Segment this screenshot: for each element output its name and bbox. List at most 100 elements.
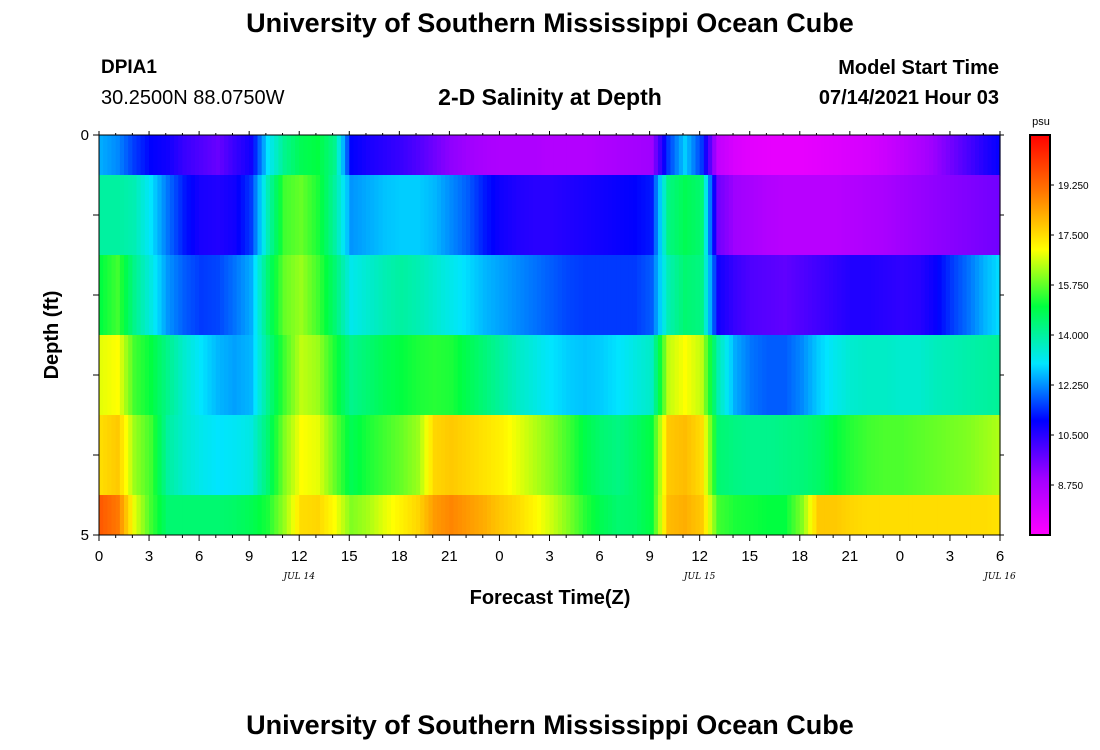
heat-cell-layer-4-4-0: [165, 335, 171, 416]
heat-cell-layer-4-19-2: [424, 335, 430, 416]
x-date-label: JUL 16: [982, 572, 1016, 582]
heat-cell-layer-3-27-1: [553, 255, 559, 336]
heat-cell-layer-4-13-3: [328, 335, 334, 416]
heat-cell-layer-4-36-3: [712, 335, 717, 416]
heat-cell-layer-5-14-3: [345, 415, 350, 496]
heat-cell-layer-2-32-2: [641, 175, 647, 256]
heat-cell-layer-5-23-0: [482, 415, 488, 496]
heat-cell-layer-2-15-2: [357, 175, 363, 256]
heat-cell-layer-6-30-0: [599, 495, 605, 536]
heat-cell-layer-5-49-0: [916, 415, 922, 496]
heat-cell-layer-2-42-0: [799, 175, 805, 256]
heat-cell-layer-6-8-0: [232, 495, 238, 536]
heat-cell-layer-6-23-1: [486, 495, 492, 536]
heat-cell-layer-3-5-1: [186, 255, 192, 336]
heat-cell-layer-5-5-2: [190, 415, 196, 496]
heat-cell-layer-6-53-0: [983, 495, 989, 536]
heat-cell-layer-1-10-3: [278, 135, 284, 176]
heat-cell-layer-4-10-2: [274, 335, 279, 416]
heat-cell-layer-1-2-2: [140, 135, 146, 176]
heat-cell-layer-5-22-3: [478, 415, 484, 496]
bottom-title: University of Southern Mississippi Ocean…: [246, 710, 854, 740]
heat-cell-layer-5-28-0: [566, 415, 571, 496]
heat-cell-layer-2-13-2: [324, 175, 330, 256]
heat-cell-layer-2-50-0: [933, 175, 939, 256]
heat-cell-layer-5-33-3: [662, 415, 667, 496]
heat-cell-layer-5-31-1: [620, 415, 626, 496]
heat-cell-layer-4-53-0: [983, 335, 989, 416]
heat-cell-layer-1-31-0: [616, 135, 622, 176]
heat-cell-layer-3-8-1: [236, 255, 242, 336]
heat-cell-layer-3-5-3: [194, 255, 200, 336]
heat-cell-layer-6-31-3: [628, 495, 634, 536]
heat-cell-layer-6-4-0: [165, 495, 171, 536]
heat-cell-layer-2-20-1: [436, 175, 442, 256]
heat-cell-layer-2-15-3: [361, 175, 367, 256]
heat-cell-layer-5-21-2: [457, 415, 463, 496]
heat-cell-layer-2-28-0: [566, 175, 571, 256]
heat-cell-layer-1-8-3: [245, 135, 250, 176]
heat-cell-layer-3-13-2: [324, 255, 330, 336]
heat-cell-layer-1-16-2: [374, 135, 380, 176]
heat-cell-layer-3-18-0: [399, 255, 405, 336]
heat-cell-layer-2-52-3: [979, 175, 984, 256]
heat-cell-layer-3-31-3: [628, 255, 634, 336]
heat-cell-layer-4-51-3: [962, 335, 968, 416]
heat-cell-layer-6-26-1: [536, 495, 542, 536]
heat-cell-layer-4-35-2: [691, 335, 697, 416]
heat-cell-layer-4-15-2: [357, 335, 363, 416]
heat-cell-layer-3-47-3: [895, 255, 901, 336]
heat-cell-layer-1-17-3: [395, 135, 400, 176]
heat-cell-layer-5-20-1: [436, 415, 442, 496]
heat-cell-layer-1-36-3: [712, 135, 717, 176]
heat-cell-layer-6-25-1: [520, 495, 526, 536]
heat-cell-layer-4-50-1: [937, 335, 943, 416]
heat-cell-layer-1-45-2: [858, 135, 863, 176]
heat-cell-layer-5-53-0: [983, 415, 989, 496]
heat-cell-layer-5-28-3: [578, 415, 584, 496]
heat-cell-layer-4-52-2: [974, 335, 980, 416]
heat-cell-layer-4-17-1: [386, 335, 392, 416]
heat-cell-layer-5-16-0: [365, 415, 371, 496]
heat-cell-layer-3-15-3: [361, 255, 367, 336]
heat-cell-layer-2-31-2: [624, 175, 630, 256]
heat-cell-layer-2-18-3: [411, 175, 417, 256]
heat-cell-layer-6-50-0: [933, 495, 939, 536]
heat-cell-layer-2-51-1: [954, 175, 959, 256]
heat-cell-layer-3-53-0: [983, 255, 989, 336]
heat-cell-layer-6-30-2: [607, 495, 613, 536]
heat-cell-layer-1-40-0: [766, 135, 772, 176]
heat-cell-layer-1-11-2: [290, 135, 296, 176]
heat-cell-layer-1-13-1: [320, 135, 325, 176]
heat-cell-layer-4-28-1: [570, 335, 576, 416]
heat-cell-layer-1-49-2: [924, 135, 930, 176]
heat-cell-layer-4-53-3: [995, 335, 1001, 416]
colorbar-tick-label: 17.500: [1058, 231, 1089, 242]
heat-cell-layer-4-2-3: [144, 335, 150, 416]
heat-cell-layer-6-44-2: [841, 495, 847, 536]
heat-cell-layer-3-33-0: [649, 255, 655, 336]
heat-cell-layer-5-22-0: [466, 415, 471, 496]
heat-cell-layer-5-3-3: [161, 415, 167, 496]
heat-cell-layer-5-7-1: [219, 415, 225, 496]
heat-cell-layer-2-17-3: [395, 175, 400, 256]
heat-cell-layer-2-44-3: [845, 175, 851, 256]
heat-cell-layer-3-52-1: [970, 255, 976, 336]
heat-cell-layer-5-46-2: [874, 415, 880, 496]
heat-cell-layer-4-44-2: [841, 335, 847, 416]
heat-cell-layer-4-14-2: [340, 335, 346, 416]
heat-cell-layer-3-41-1: [787, 255, 793, 336]
heat-cell-layer-1-38-2: [741, 135, 747, 176]
heat-cell-layer-2-43-0: [816, 175, 822, 256]
heat-cell-layer-5-13-1: [320, 415, 325, 496]
heat-cell-layer-2-9-1: [253, 175, 259, 256]
heat-cell-layer-6-0-2: [107, 495, 113, 536]
heat-cell-layer-4-31-3: [628, 335, 634, 416]
heat-cell-layer-2-29-1: [587, 175, 592, 256]
heat-cell-layer-4-26-1: [536, 335, 542, 416]
heat-cell-layer-2-34-0: [666, 175, 672, 256]
heat-cell-layer-5-31-2: [624, 415, 630, 496]
heat-cell-layer-1-37-1: [720, 135, 726, 176]
heat-cell-layer-5-26-2: [541, 415, 546, 496]
heat-cell-layer-2-1-2: [124, 175, 129, 256]
